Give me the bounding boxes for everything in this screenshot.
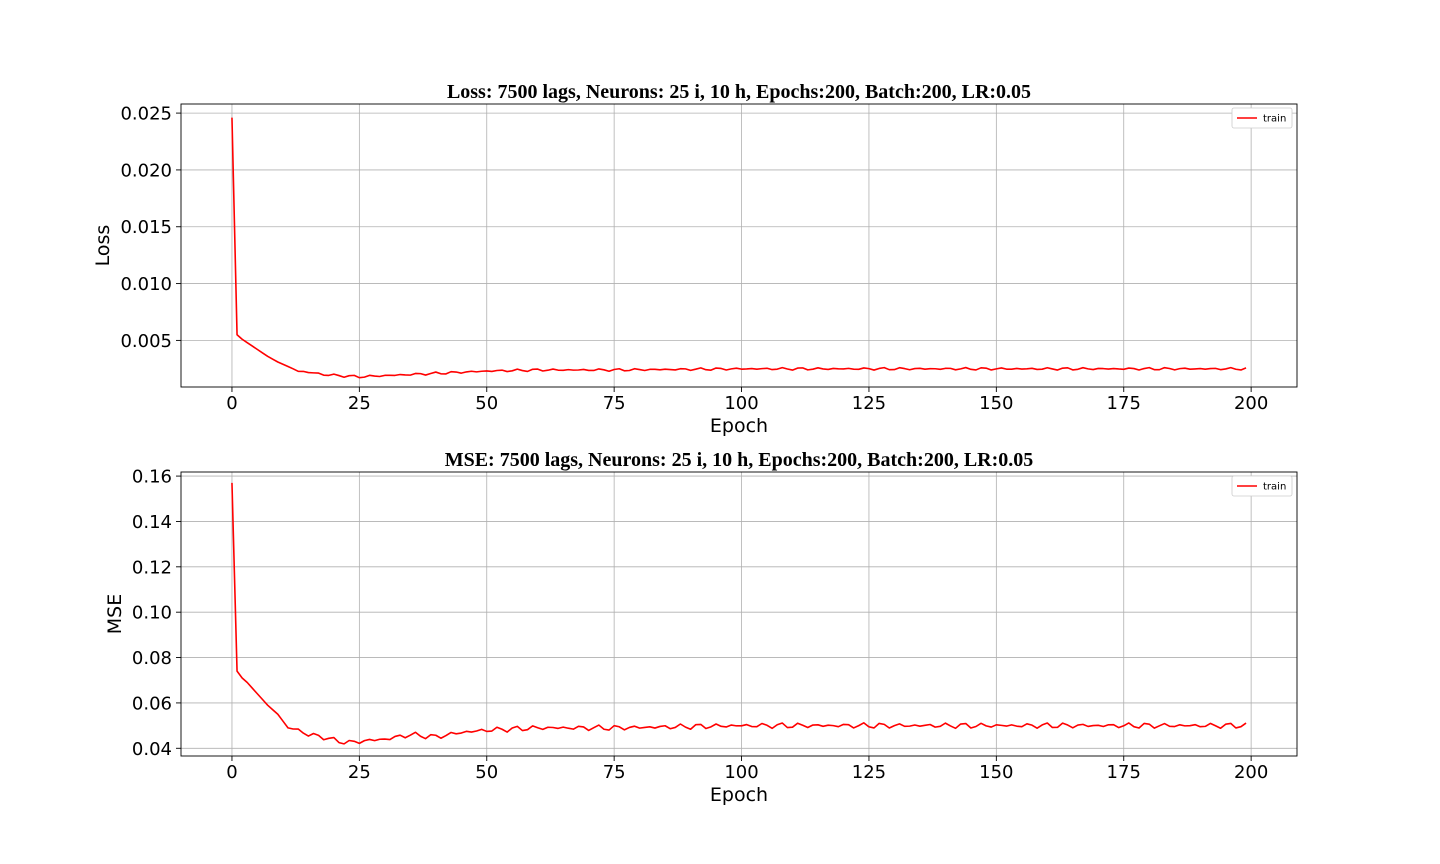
mse-chart: 0 25 50 75 100 125 150 175 200 0.04 0.06 0.08 0.10 0.…	[104, 449, 1298, 806]
x-tick-label: 200	[1234, 393, 1268, 414]
chart-title: Loss: 7500 lags, Neurons: 25 i, 10 h, Ep…	[447, 81, 1031, 103]
series-line-train	[231, 117, 1247, 379]
x-tick-label: 175	[1107, 762, 1141, 783]
x-tick-label: 150	[979, 762, 1013, 783]
y-tick-label: 0.04	[132, 739, 172, 760]
x-tick-label: 100	[724, 393, 758, 414]
y-tick-label: 0.16	[132, 467, 172, 488]
x-axis-label: Epoch	[710, 415, 768, 437]
x-tick-label: 50	[475, 762, 498, 783]
y-tick-label: 0.12	[132, 557, 172, 578]
y-tick-label: 0.10	[132, 603, 172, 624]
x-tick-label: 75	[603, 393, 626, 414]
legend-label: train	[1263, 482, 1286, 493]
x-tick-label: 125	[852, 762, 886, 783]
legend-label: train	[1263, 114, 1286, 125]
y-axis-label: MSE	[104, 594, 126, 634]
y-tick-label: 0.08	[132, 648, 172, 669]
y-axis-label: Loss	[92, 225, 114, 267]
y-tick-label: 0.015	[120, 217, 172, 238]
x-tick-label: 25	[348, 762, 371, 783]
x-tick-label: 175	[1107, 393, 1141, 414]
x-tick-label: 0	[226, 393, 237, 414]
x-tick-label: 75	[603, 762, 626, 783]
x-tick-label: 150	[979, 393, 1013, 414]
x-tick-label: 0	[226, 762, 237, 783]
x-tick-label: 25	[348, 393, 371, 414]
chart-title: MSE: 7500 lags, Neurons: 25 i, 10 h, Epo…	[445, 449, 1034, 471]
x-tick-label: 100	[724, 762, 758, 783]
y-tick-label: 0.005	[120, 331, 172, 352]
plot-frame	[180, 103, 1298, 388]
series-line-train	[231, 482, 1247, 745]
y-tick-label: 0.025	[120, 104, 172, 125]
x-axis-label: Epoch	[710, 784, 768, 806]
legend-box	[1231, 107, 1293, 129]
plot-frame	[180, 471, 1298, 757]
x-tick-label: 50	[475, 393, 498, 414]
x-tick-label: 125	[852, 393, 886, 414]
loss-chart: 0 25 50 75 100 125 150 175 200 0.005 0.010 0.015 0.0…	[92, 81, 1298, 437]
y-tick-label: 0.010	[120, 274, 172, 295]
y-tick-label: 0.020	[120, 160, 172, 181]
y-tick-label: 0.14	[132, 512, 172, 533]
x-tick-label: 200	[1234, 762, 1268, 783]
legend-box	[1231, 475, 1293, 497]
y-tick-label: 0.06	[132, 693, 172, 714]
